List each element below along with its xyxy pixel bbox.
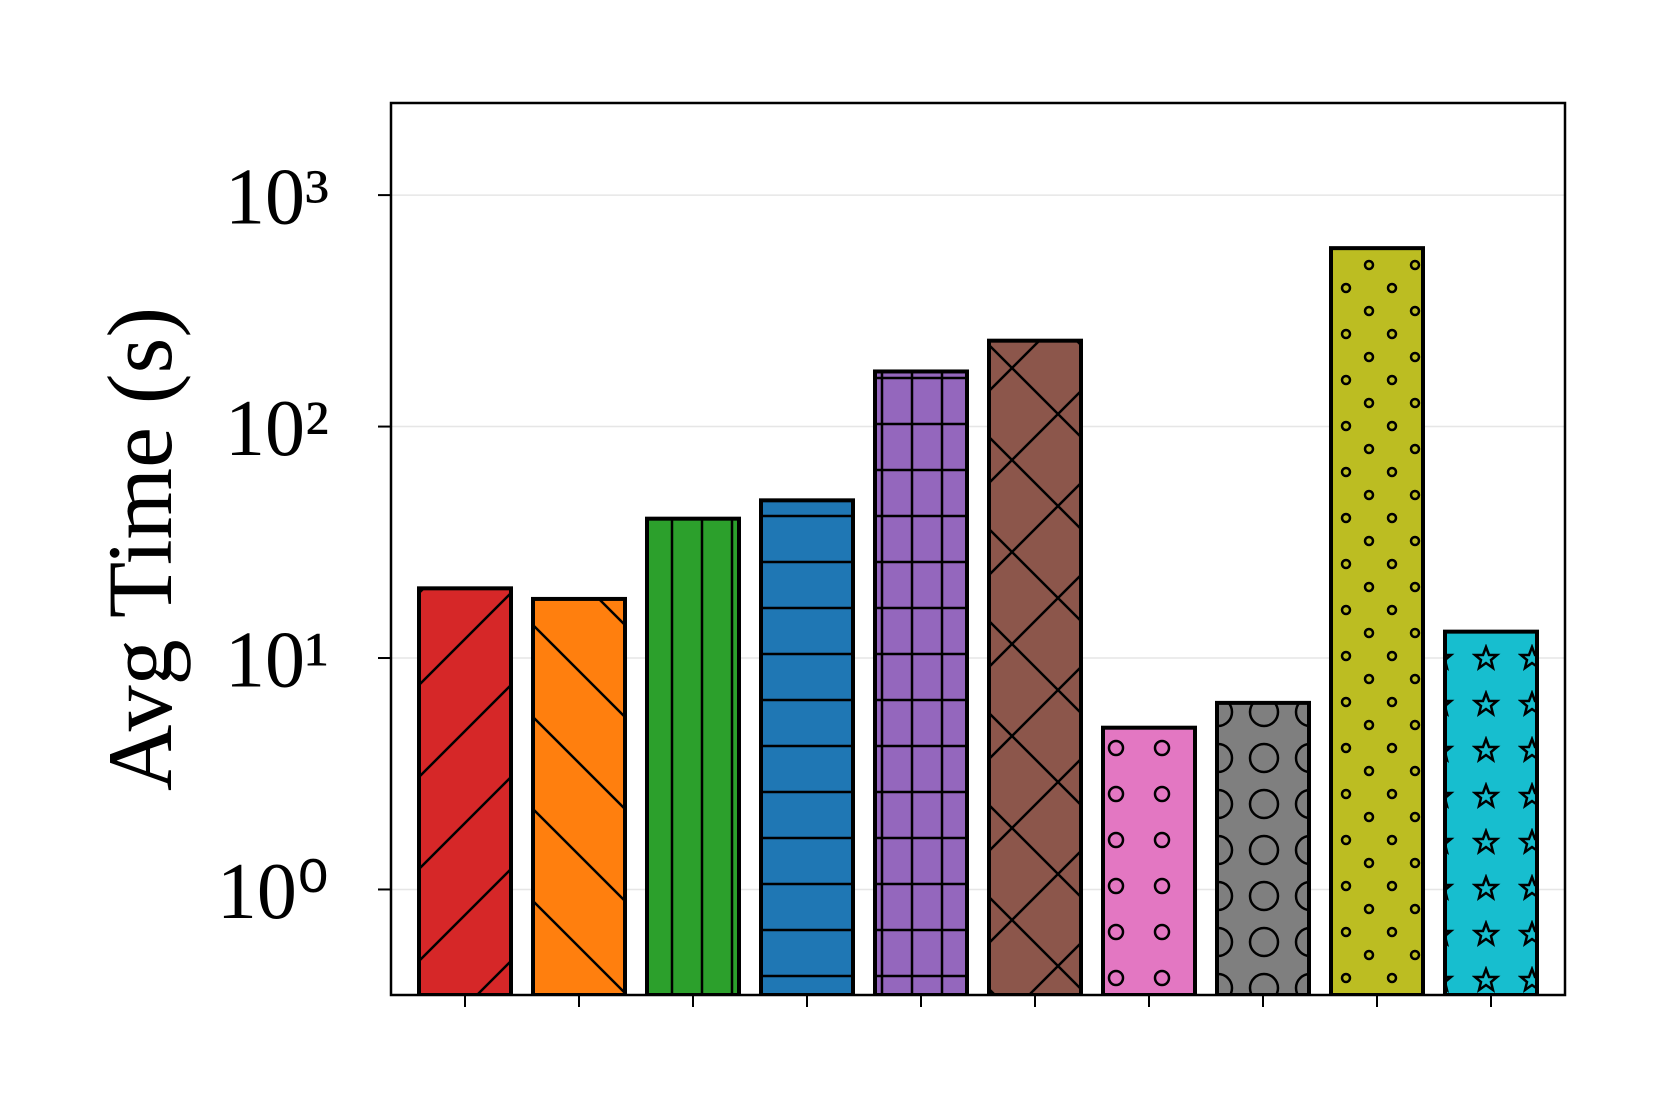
y-axis-label: Avg Time (s): [89, 307, 191, 791]
bar-hatch: [531, 596, 627, 995]
y-tick-label: 10²: [225, 385, 329, 473]
bar-hatch: [1215, 700, 1311, 995]
bar-hatch: [417, 586, 513, 995]
bar-hatch: [1101, 725, 1197, 995]
bar-hatch: [759, 498, 855, 995]
bar-hatch: [645, 516, 741, 995]
plot-frame: [389, 101, 1567, 997]
bar-hatch: [987, 338, 1083, 995]
y-tick-label: 10³: [225, 153, 329, 241]
y-tick-label: 10¹: [225, 616, 329, 704]
bar-hatch: [1329, 246, 1425, 995]
bar-hatch: [1443, 629, 1539, 995]
bar-hatch: [873, 369, 969, 995]
y-tick-label: 10⁰: [217, 848, 329, 936]
